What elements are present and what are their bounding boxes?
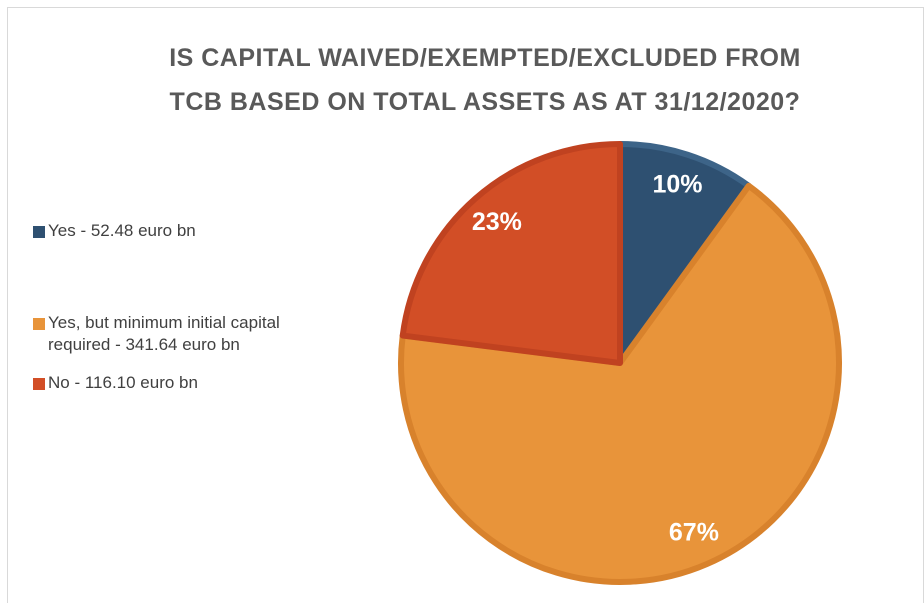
legend-item: No - 116.10 euro bn (33, 372, 308, 394)
legend-swatch (33, 318, 45, 330)
data-label: 10% (653, 171, 703, 199)
data-label: 67% (669, 518, 719, 546)
legend-label: Yes, but minimum initial capital require… (48, 313, 280, 354)
pie-slice (399, 141, 623, 366)
legend-swatch (33, 226, 45, 238)
chart-title: IS CAPITAL WAIVED/EXEMPTED/EXCLUDED FROM (169, 44, 801, 72)
pie-slice (617, 141, 752, 366)
legend-swatch (33, 378, 45, 390)
chart-title: TCB BASED ON TOTAL ASSETS AS AT 31/12/20… (169, 88, 801, 116)
legend-item: Yes - 52.48 euro bn (33, 220, 308, 242)
legend-label: Yes - 52.48 euro bn (48, 221, 196, 240)
legend-label: No - 116.10 euro bn (48, 373, 198, 392)
legend: Yes - 52.48 euro bn Yes, but minimum init… (33, 220, 303, 394)
legend-item: Yes, but minimum initial capital require… (33, 312, 318, 356)
pie-slice (398, 182, 842, 585)
data-label: 23% (472, 208, 522, 236)
